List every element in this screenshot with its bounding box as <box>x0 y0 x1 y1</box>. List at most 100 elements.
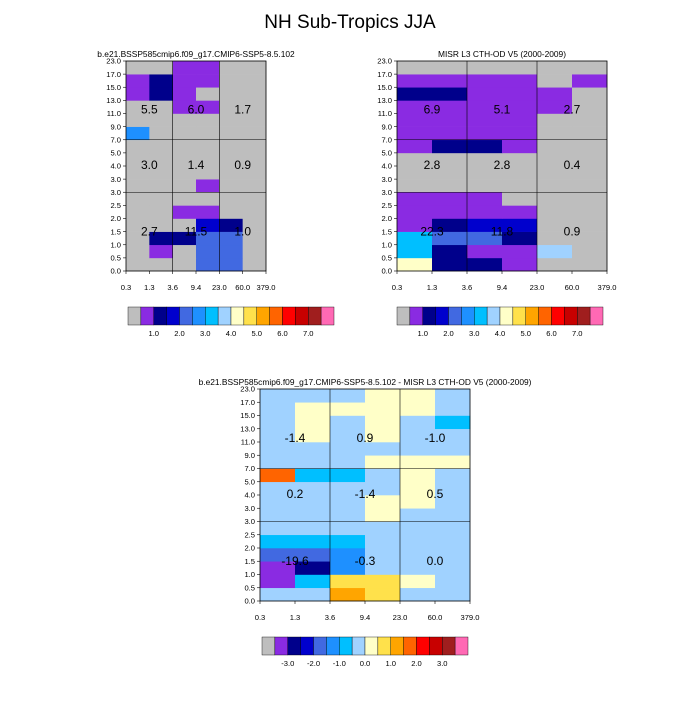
colorbar-swatch <box>205 306 219 326</box>
heatmap-cell <box>242 74 267 88</box>
heatmap-cell <box>432 100 468 114</box>
heatmap-cell <box>397 139 433 154</box>
colorbar-label: 6.0 <box>546 329 557 338</box>
y-tick-label: 2.0 <box>381 214 392 223</box>
y-tick-label: 11.0 <box>378 109 392 118</box>
y-tick-label: 0.0 <box>244 597 255 606</box>
heatmap-cell <box>467 218 503 232</box>
heatmap-cell <box>572 257 608 272</box>
colorbar-swatch <box>243 306 257 326</box>
heatmap-cell <box>502 166 538 180</box>
heatmap-cell <box>260 574 296 589</box>
heatmap-cell <box>467 179 503 193</box>
heatmap-cell <box>572 152 608 167</box>
heatmap-cell <box>126 139 150 154</box>
y-tick-label: 3.0 <box>244 504 255 513</box>
x-tick-label: 1.3 <box>144 283 155 292</box>
x-tick-label: 60.0 <box>428 613 443 622</box>
heatmap-cell <box>172 179 197 193</box>
y-tick-label: 11.0 <box>241 438 255 447</box>
region-value-label: 6.0 <box>188 102 205 116</box>
heatmap-cell <box>400 389 436 403</box>
colorbar-swatch <box>256 306 270 326</box>
heatmap-cell <box>435 455 471 469</box>
heatmap-cell <box>260 481 296 496</box>
heatmap-cell <box>242 231 267 246</box>
heatmap-cell <box>365 508 401 522</box>
heatmap-cell <box>397 244 433 259</box>
x-tick-label: 1.3 <box>290 613 301 622</box>
heatmap-cell <box>502 61 538 75</box>
heatmap-cell <box>172 166 197 180</box>
heatmap-cell <box>242 139 267 154</box>
region-value-label: -1.4 <box>285 431 306 445</box>
heatmap-cell <box>126 113 150 127</box>
colorbar-swatch <box>308 306 322 326</box>
heatmap-cell <box>537 192 573 206</box>
y-tick-label: 9.0 <box>110 122 121 131</box>
heatmap-cell <box>172 100 197 114</box>
heatmap-cell <box>400 455 436 469</box>
colorbar-swatch <box>448 306 462 326</box>
heatmap-cell <box>126 257 150 272</box>
heatmap-cell <box>172 218 197 232</box>
heatmap-cell <box>295 587 331 602</box>
panel-title: MISR L3 CTH-OD V5 (2000-2009) <box>438 49 566 59</box>
heatmap-cell <box>242 205 267 219</box>
colorbar-swatch <box>295 306 309 326</box>
colorbar-swatch <box>422 306 436 326</box>
heatmap-cell <box>260 389 296 403</box>
heatmap-cell <box>330 534 366 549</box>
heatmap-cell <box>330 389 366 403</box>
heatmap-cell <box>295 495 331 509</box>
heatmap-cell <box>435 508 471 522</box>
heatmap-cell <box>397 166 433 180</box>
panel-title: b.e21.BSSP585cmip6.f09_g17.CMIP6-SSP5-8.… <box>199 377 532 387</box>
heatmap-cell <box>432 257 468 272</box>
colorbar-swatch <box>564 306 578 326</box>
colorbar-swatch <box>474 306 488 326</box>
region-value-label: 1.7 <box>234 102 251 116</box>
heatmap-cell <box>196 218 220 232</box>
heatmap-cell <box>432 231 468 246</box>
heatmap-cell <box>242 87 267 101</box>
heatmap-cell <box>572 126 608 141</box>
heatmap-cell <box>126 244 150 259</box>
heatmap-cell <box>196 192 220 206</box>
x-tick-label: 3.6 <box>167 283 178 292</box>
colorbar-label: 6.0 <box>277 329 288 338</box>
heatmap-cell <box>572 244 608 259</box>
colorbar-label: 7.0 <box>572 329 583 338</box>
y-tick-label: 0.0 <box>110 267 121 276</box>
y-tick-label: 1.5 <box>110 227 121 236</box>
y-tick-label: 5.0 <box>381 149 392 158</box>
colorbar-swatch <box>166 306 180 326</box>
y-tick-label: 7.0 <box>381 135 392 144</box>
region-value-label: 5.1 <box>494 102 511 116</box>
y-tick-label: 2.0 <box>244 544 255 553</box>
heatmap-cell <box>400 521 436 536</box>
heatmap-cell <box>149 231 173 246</box>
region-value-label: 0.2 <box>287 487 304 501</box>
colorbar-label: -1.0 <box>333 659 346 668</box>
y-tick-label: 3.0 <box>110 188 121 197</box>
heatmap-cell <box>242 61 267 75</box>
heatmap-cell <box>502 74 538 88</box>
colorbar-swatch <box>409 306 423 326</box>
colorbar-label: 4.0 <box>226 329 237 338</box>
heatmap-cell <box>467 166 503 180</box>
y-tick-label: 13.0 <box>377 96 392 105</box>
heatmap-cell <box>149 61 173 75</box>
heatmap-cell <box>400 402 436 416</box>
heatmap-cell <box>330 442 366 456</box>
heatmap-cell <box>295 415 331 430</box>
heatmap-cell <box>432 126 468 141</box>
heatmap-cell <box>196 61 220 75</box>
heatmap-cell <box>126 218 150 232</box>
heatmap-cell <box>365 521 401 536</box>
colorbar-label: -3.0 <box>281 659 294 668</box>
heatmap-cell <box>467 152 503 167</box>
heatmap-cell <box>467 113 503 127</box>
figure-title: NH Sub-Tropics JJA <box>264 12 436 33</box>
heatmap-cell <box>126 179 150 193</box>
